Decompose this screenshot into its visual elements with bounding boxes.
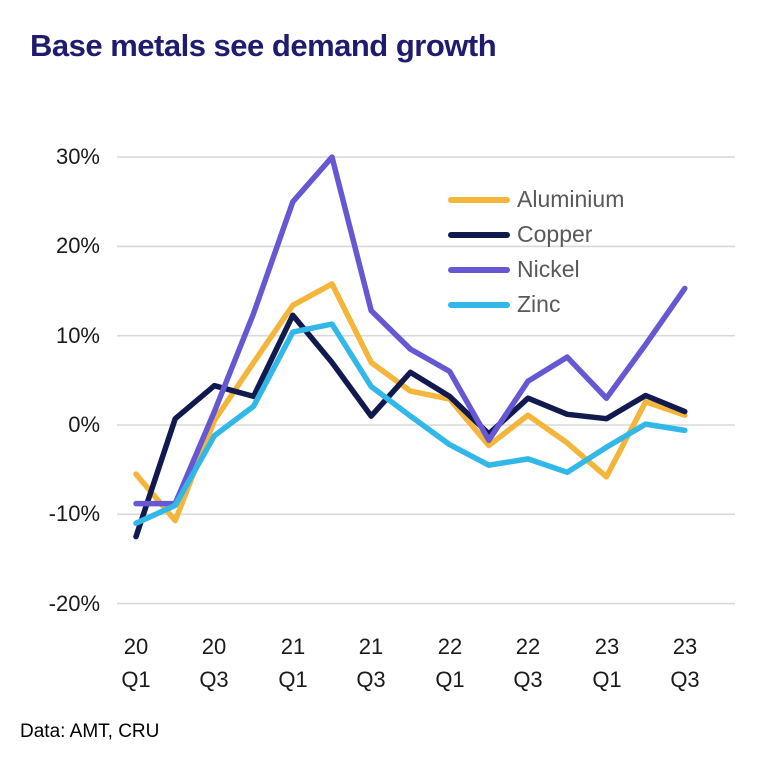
legend-label-zinc: Zinc xyxy=(517,291,561,317)
y-tick-20: 20% xyxy=(55,233,100,258)
series-line-aluminium xyxy=(133,281,688,524)
copper-line-swatch xyxy=(448,231,510,238)
legend-item-zinc: Zinc xyxy=(448,287,678,322)
legend-item-copper: Copper xyxy=(448,217,678,252)
legend-label-aluminium: Aluminium xyxy=(517,186,625,212)
x-tick-23q3: 23 Q3 xyxy=(670,634,700,692)
y-tick-neg20: -20% xyxy=(48,591,100,616)
nickel-line-swatch xyxy=(448,266,510,273)
x-tick-23q1: 23 Q1 xyxy=(592,634,622,692)
x-tick-21q3: 21 Q3 xyxy=(356,634,386,692)
x-tick-20q1: 20 Q1 xyxy=(121,634,151,692)
legend-item-aluminium: Aluminium xyxy=(448,182,678,217)
x-tick-22q1: 22 Q1 xyxy=(435,634,465,692)
y-tick-neg10: -10% xyxy=(48,501,100,526)
y-tick-10: 10% xyxy=(55,323,100,348)
source-note: Data: AMT, CRU xyxy=(20,721,160,742)
zinc-line-swatch xyxy=(448,301,510,308)
x-tick-21q1: 21 Q1 xyxy=(278,634,308,692)
y-tick-0: 0% xyxy=(68,412,100,437)
series-line-zinc xyxy=(133,321,688,526)
series-lines xyxy=(133,154,688,540)
series-line-nickel xyxy=(133,154,688,507)
legend-label-nickel: Nickel xyxy=(517,256,580,282)
x-tick-22q3: 22 Q3 xyxy=(513,634,543,692)
x-tick-20q3: 20 Q3 xyxy=(199,634,229,692)
series-line-copper xyxy=(133,312,688,540)
y-tick-30: 30% xyxy=(55,144,100,169)
chart-title: Base metals see demand growth xyxy=(30,28,497,63)
legend-item-nickel: Nickel xyxy=(448,252,678,287)
legend: Aluminium Copper Nickel Zinc xyxy=(448,182,678,322)
legend-label-copper: Copper xyxy=(517,221,593,247)
aluminium-line-swatch xyxy=(448,196,510,203)
